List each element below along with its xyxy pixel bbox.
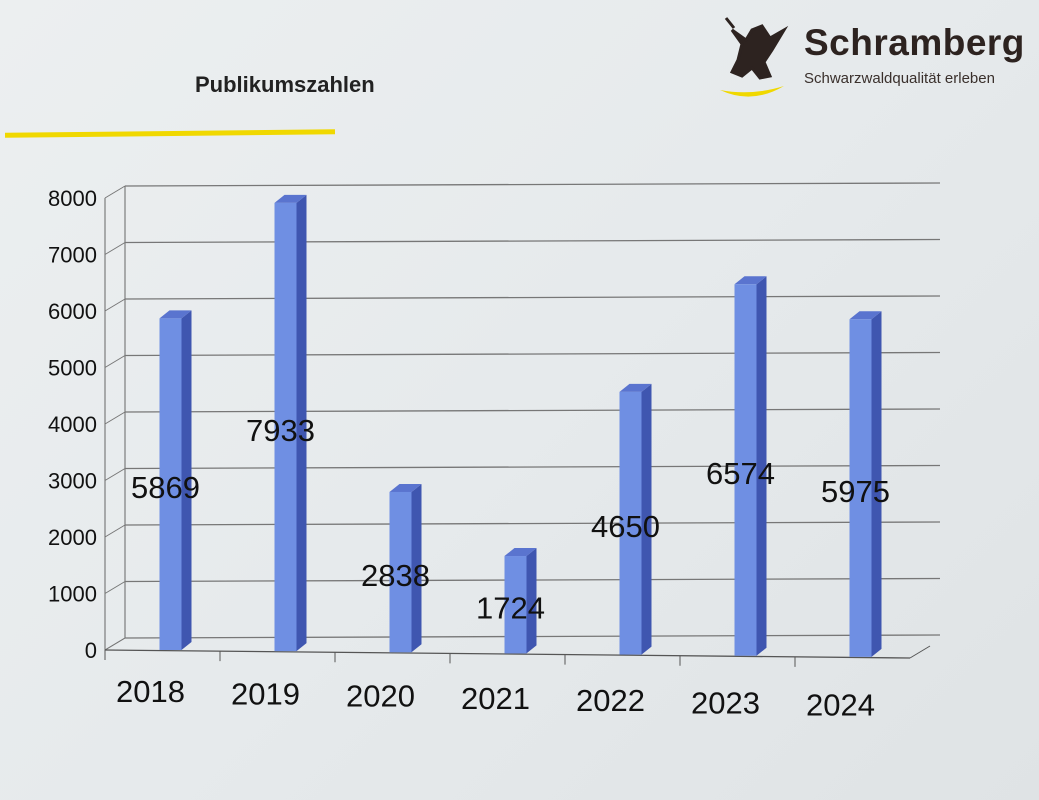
data-label: 5975 — [821, 474, 890, 509]
gridline-depth — [104, 355, 126, 368]
x-axis-depth — [909, 645, 931, 659]
gridline — [124, 351, 941, 357]
x-tick-label: 2021 — [461, 681, 530, 716]
gridline — [124, 238, 941, 244]
bar-side — [756, 276, 767, 656]
gridline-depth — [104, 298, 126, 312]
bar-top — [619, 383, 652, 392]
y-axis-ticks: 0 1000 2000 3000 4000 5000 6000 7000 8000 — [48, 186, 97, 663]
gridline — [124, 408, 941, 413]
bar-top — [734, 276, 767, 285]
y-tick-label: 7000 — [48, 243, 97, 268]
bar-2023 — [734, 284, 757, 656]
slide-title: Publikumszahlen — [195, 72, 375, 97]
data-label: 2838 — [361, 558, 430, 593]
x-axis — [104, 649, 911, 659]
brand-name: Schramberg — [804, 22, 1025, 63]
x-tick-label: 2018 — [116, 674, 185, 709]
logo: Schramberg Schwarzwaldqualität erleben — [712, 10, 1037, 105]
bar-side — [526, 548, 537, 654]
griffin-logo-icon — [720, 17, 789, 97]
x-axis-ticks: 2018 2019 2020 2021 2022 2023 2024 — [104, 650, 875, 723]
y-tick-label: 2000 — [48, 525, 97, 550]
bar-side — [871, 311, 882, 657]
bar-side — [411, 483, 422, 653]
gridlines — [104, 182, 941, 659]
bar-top — [159, 310, 192, 319]
data-label: 1724 — [476, 591, 545, 626]
x-tick-label: 2023 — [691, 685, 760, 720]
gridline-depth — [104, 242, 126, 255]
data-label: 6574 — [706, 456, 775, 491]
x-tick-label: 2020 — [346, 679, 415, 714]
bar-side — [296, 194, 307, 652]
bar-2021 — [504, 556, 527, 654]
gridline — [124, 182, 941, 187]
x-tick-label: 2022 — [576, 683, 645, 718]
bar-2018 — [159, 318, 182, 650]
bar-2020 — [389, 491, 412, 653]
y-tick-label: 0 — [85, 638, 97, 663]
y-tick-label: 1000 — [48, 582, 97, 607]
gridline-depth — [104, 185, 126, 199]
bar-side — [641, 383, 652, 655]
gridline — [124, 521, 941, 526]
gridline-depth — [104, 468, 126, 481]
brand-tagline: Schwarzwaldqualität erleben — [804, 70, 995, 87]
bar-side — [181, 310, 192, 650]
y-tick-label: 4000 — [48, 412, 97, 437]
y-tick-label: 6000 — [48, 299, 97, 324]
data-label: 5869 — [131, 470, 200, 505]
y-tick-label: 8000 — [48, 186, 97, 211]
gridline-depth — [104, 411, 126, 425]
bar-top — [504, 548, 537, 557]
y-tick-label: 5000 — [48, 356, 97, 381]
gridline-depth — [104, 581, 126, 594]
bar-top — [849, 311, 882, 320]
bar-2024 — [849, 319, 872, 657]
y-tick-label: 3000 — [48, 469, 97, 494]
gridline-depth — [104, 524, 126, 538]
x-tick-label: 2019 — [231, 676, 300, 711]
data-label: 7933 — [246, 413, 315, 448]
gridline-depth — [104, 637, 126, 651]
data-labels: 5869 7933 2838 1724 4650 6574 5975 — [131, 413, 890, 626]
x-tick-label: 2024 — [806, 688, 875, 723]
bar-top — [274, 194, 307, 203]
bar-top — [389, 483, 422, 492]
bar-2022 — [619, 391, 642, 655]
bar-2019 — [274, 202, 297, 652]
bars — [159, 194, 882, 657]
data-label: 4650 — [591, 509, 660, 544]
gridline — [124, 464, 941, 470]
gridline — [124, 295, 941, 300]
